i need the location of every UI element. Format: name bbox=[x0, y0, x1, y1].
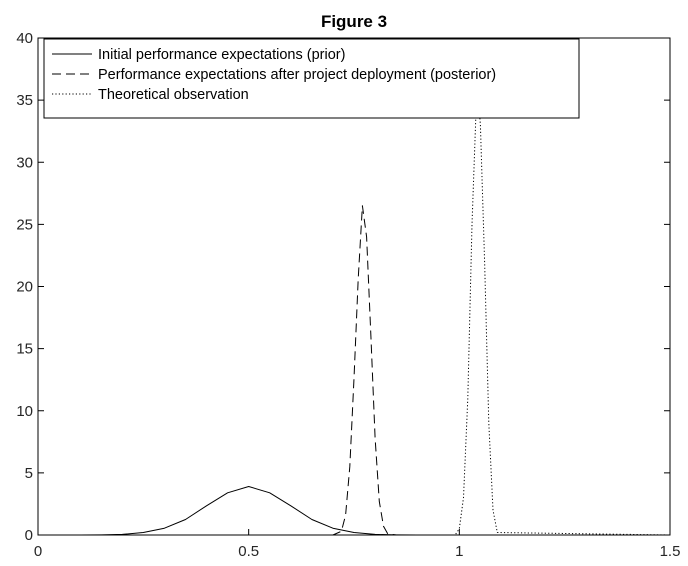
y-tick-label: 0 bbox=[25, 527, 33, 544]
legend-label-3: Theoretical observation bbox=[98, 87, 249, 103]
legend: Initial performance expectations (prior)… bbox=[43, 38, 580, 119]
x-tick-label: 0 bbox=[34, 543, 42, 560]
series-line-3 bbox=[38, 97, 671, 536]
y-tick-label: 35 bbox=[16, 92, 33, 109]
x-tick-label: 0.5 bbox=[238, 543, 259, 560]
legend-label-2: Performance expectations after project d… bbox=[98, 67, 496, 83]
x-tick-label: 1 bbox=[455, 543, 463, 560]
series-line-2 bbox=[38, 205, 670, 536]
series-lines bbox=[38, 97, 671, 536]
series-line-1 bbox=[38, 486, 670, 536]
y-tick-label: 10 bbox=[16, 403, 33, 420]
y-tick-label: 5 bbox=[25, 465, 33, 482]
y-tick-label: 15 bbox=[16, 341, 33, 358]
legend-box bbox=[43, 38, 580, 119]
axis-ticks: 0 0.5 1 1.5 0 5 10 15 20 25 30 35 40 bbox=[16, 30, 680, 560]
y-tick-label: 20 bbox=[16, 279, 33, 296]
y-tick-label: 30 bbox=[16, 154, 33, 171]
chart-title: Figure 3 bbox=[321, 12, 387, 31]
legend-label-1: Initial performance expectations (prior) bbox=[98, 47, 345, 63]
y-tick-label: 40 bbox=[16, 30, 33, 47]
y-tick-label: 25 bbox=[16, 216, 33, 233]
x-tick-label: 1.5 bbox=[660, 543, 681, 560]
